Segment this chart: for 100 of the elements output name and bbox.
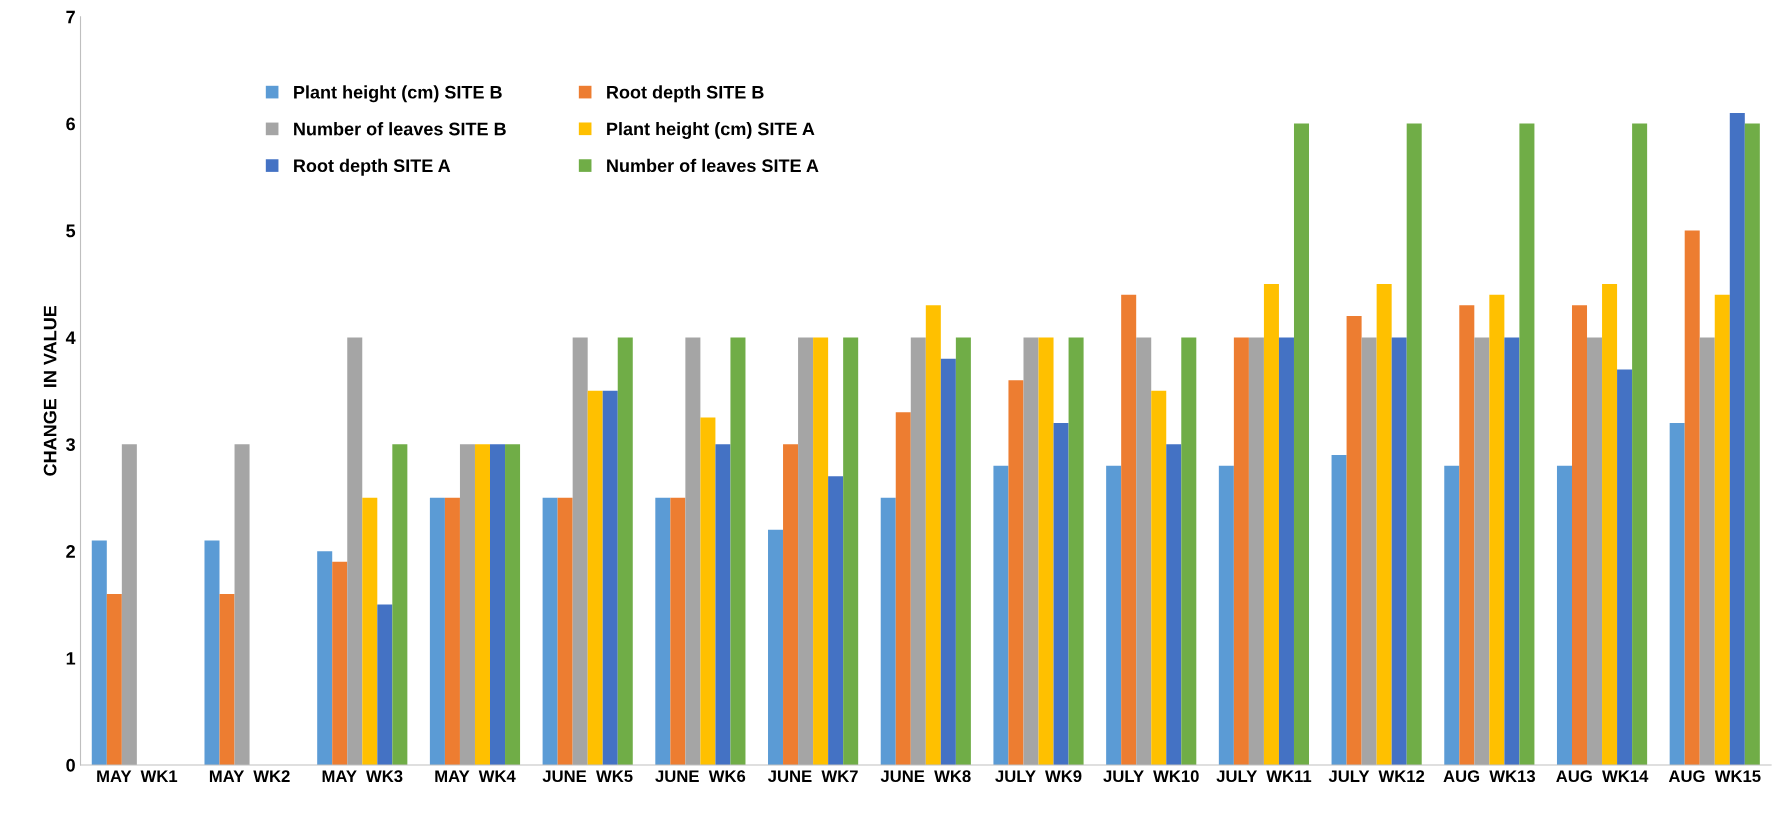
bar xyxy=(219,593,235,765)
legend-label: Number of leaves SITE A xyxy=(607,158,819,173)
bar xyxy=(347,337,363,765)
bar xyxy=(204,540,220,765)
x-tick-label: JUNE WK6 xyxy=(655,770,746,783)
bar xyxy=(587,390,603,765)
bar xyxy=(557,497,573,765)
x-tick-label: JULY WK12 xyxy=(1328,770,1425,783)
legend-label: Number of leaves SITE B xyxy=(294,122,506,136)
bar xyxy=(828,476,844,765)
bar xyxy=(1346,316,1362,765)
y-tick-label: 4 xyxy=(65,331,76,344)
bar xyxy=(602,390,618,765)
bar xyxy=(715,444,731,765)
legend-label: Plant height (cm) SITE B xyxy=(294,85,502,103)
bar xyxy=(617,337,633,765)
bar xyxy=(490,444,506,765)
bar xyxy=(1248,337,1264,765)
bar xyxy=(1218,465,1234,765)
bar xyxy=(392,444,408,765)
y-tick-label: 5 xyxy=(66,224,76,238)
bar xyxy=(1669,422,1685,765)
legend-label: Plant height (cm) SITE A xyxy=(607,122,815,139)
bar xyxy=(1361,337,1377,765)
bar xyxy=(1684,230,1700,765)
bar xyxy=(993,465,1009,765)
bar xyxy=(1053,422,1069,765)
bar xyxy=(1632,123,1648,765)
x-tick-label: AUG WK13 xyxy=(1443,770,1536,783)
bar xyxy=(1406,123,1422,765)
x-tick-label: AUG WK14 xyxy=(1556,770,1649,783)
y-tick-label: 6 xyxy=(66,117,75,131)
bar xyxy=(910,337,926,765)
bar xyxy=(1023,337,1039,765)
bar xyxy=(1699,337,1715,765)
bar xyxy=(474,444,491,765)
bar xyxy=(1587,337,1603,765)
x-tick-label: JULY WK9 xyxy=(995,770,1082,783)
bar xyxy=(542,497,558,765)
x-tick-label: MAY WK3 xyxy=(322,770,403,783)
bar xyxy=(655,497,671,765)
bar xyxy=(91,540,107,765)
bar xyxy=(1166,444,1182,765)
bar xyxy=(925,305,941,765)
bar xyxy=(1008,380,1024,765)
x-tick-label: JUNE WK8 xyxy=(880,770,971,783)
bar xyxy=(940,358,956,765)
bar xyxy=(880,497,896,765)
y-tick-label: 2 xyxy=(66,545,75,558)
bar xyxy=(1504,337,1520,765)
x-tick-label: AUG WK15 xyxy=(1668,770,1761,783)
bar xyxy=(1068,337,1084,765)
x-tick-label: MAY WK1 xyxy=(97,770,178,782)
bar xyxy=(1474,337,1490,765)
bar xyxy=(1331,454,1347,765)
y-tick-label: 1 xyxy=(66,652,76,665)
bar xyxy=(1376,283,1392,765)
bar xyxy=(1278,337,1294,765)
bar xyxy=(362,497,378,765)
y-axis-title: CHANGE IN VALUE xyxy=(43,305,57,476)
bar xyxy=(317,551,333,765)
bar xyxy=(1121,294,1137,765)
bar xyxy=(1714,294,1730,765)
bar xyxy=(1729,112,1745,765)
bar xyxy=(429,497,445,765)
y-tick-label: 0 xyxy=(66,758,75,772)
bar xyxy=(813,337,829,765)
bar xyxy=(1602,283,1618,765)
bar xyxy=(1106,465,1122,765)
x-tick-label: JUNE WK7 xyxy=(767,770,858,783)
bar xyxy=(377,604,393,765)
bar xyxy=(1459,305,1475,765)
bar xyxy=(1519,123,1535,765)
bar xyxy=(1489,294,1505,765)
bar xyxy=(1444,465,1460,765)
bar xyxy=(572,337,588,765)
bar xyxy=(955,337,971,765)
bar xyxy=(798,337,814,765)
bar xyxy=(768,529,784,765)
bar xyxy=(700,417,716,765)
bar xyxy=(1391,337,1407,765)
bar xyxy=(444,497,460,765)
bar xyxy=(459,444,475,765)
x-tick-label: MAY WK4 xyxy=(435,770,516,782)
bar xyxy=(106,593,122,765)
bar xyxy=(1233,337,1249,765)
bar xyxy=(783,444,799,765)
bar xyxy=(685,337,701,765)
bar xyxy=(121,444,137,765)
y-tick-label: 7 xyxy=(66,10,75,24)
x-tick-label: MAY WK2 xyxy=(209,770,290,782)
bar xyxy=(1181,337,1197,765)
bar xyxy=(1556,465,1572,765)
x-tick-label: JUNE WK5 xyxy=(542,770,633,783)
bar xyxy=(1293,123,1310,765)
bar xyxy=(505,444,521,765)
bar xyxy=(1038,337,1054,765)
bar xyxy=(895,412,911,765)
bar xyxy=(670,497,686,765)
bar xyxy=(1744,123,1760,765)
